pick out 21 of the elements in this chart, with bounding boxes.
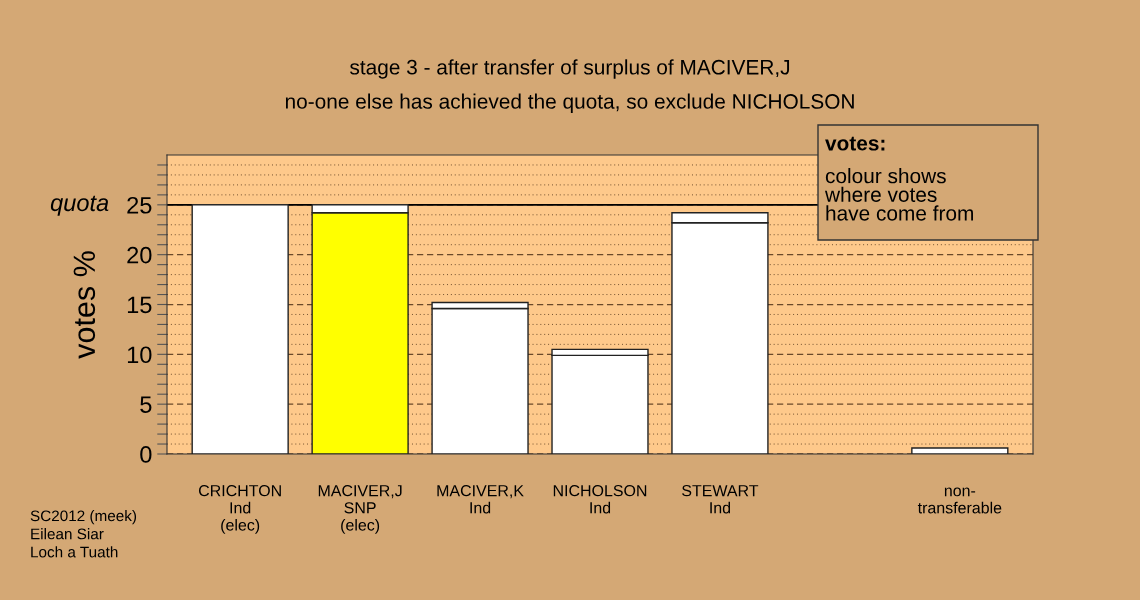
chart-subtitle: no-one else has achieved the quota, so exclude NICHOLSON: [285, 93, 854, 113]
bar: [191, 204, 289, 454]
text: votes:: [825, 136, 885, 151]
annotation: colour shows where votes have come from: [824, 168, 973, 221]
y-tick-label: 25: [127, 196, 152, 214]
y-tick-label: 15: [127, 296, 152, 314]
text: SC2012 (meek) Eilean Siar Loch a Tuath: [30, 510, 137, 558]
chart-title: stage 3 - after transfer of surplus of MACIVER,J: [350, 59, 790, 79]
x-tick-label: NICHOLSON Ind: [553, 484, 647, 514]
x-tick-label: STEWART Ind: [682, 484, 759, 514]
x-tick-label: MACIVER,K Ind: [437, 484, 524, 514]
y-tick-label: 20: [127, 246, 152, 264]
x-tick-label: non- transferable: [917, 487, 1002, 514]
y-tick-label: 0: [140, 446, 152, 463]
y-axis-title: votes %: [73, 251, 96, 359]
x-tick-label: CRICHTON Ind (elec): [198, 484, 281, 534]
bar: [911, 447, 1009, 454]
ref-line-label: quota: [50, 195, 109, 216]
x-tick-label: MACIVER,J SNP (elec): [318, 484, 402, 534]
y-tick-label: 10: [127, 346, 152, 364]
y-tick-label: 5: [140, 396, 152, 413]
